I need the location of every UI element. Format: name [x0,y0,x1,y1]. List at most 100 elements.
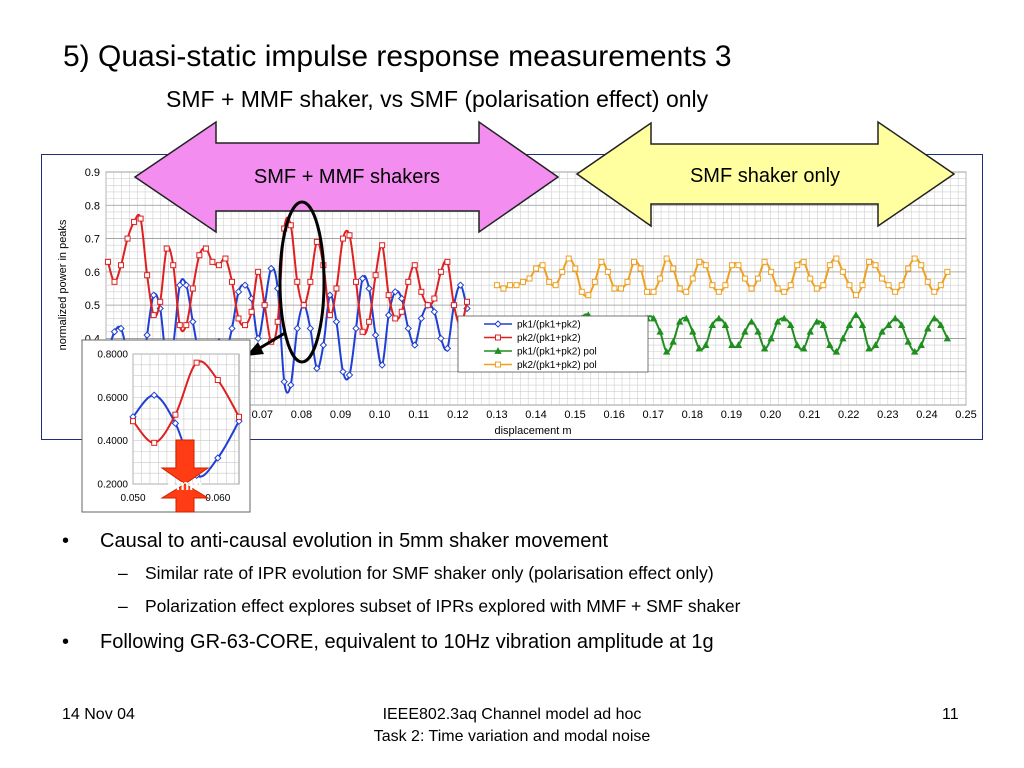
y-tick-label: 0.7 [85,234,100,246]
data-point [339,368,347,376]
data-point [676,317,684,325]
footer-center-line1: IEEE802.3aq Channel model ad hoc [382,706,642,723]
data-point [149,291,158,299]
five-mm-badge: 5mm [160,439,210,513]
data-point [585,292,592,299]
inset-data-point [130,418,136,425]
data-point [839,334,847,342]
data-point [937,321,945,329]
data-point [794,262,801,269]
data-point [456,281,465,289]
data-point [306,324,315,333]
data-point [650,288,657,295]
inset-data-point [236,413,242,420]
inset-y-tick-label: 0.4000 [97,436,128,447]
data-point [826,341,834,348]
data-point [662,347,671,355]
data-point [339,235,346,242]
bullet-dash: – [118,563,128,583]
data-point [378,361,386,369]
footer-date: 14 Nov 04 [62,706,135,723]
inset-data-point [150,391,158,399]
data-point [807,275,814,282]
data-point [709,282,716,289]
data-point [624,278,631,285]
data-point [773,317,782,325]
data-point [274,318,281,325]
data-point [267,264,275,273]
slide-title: 5) Quasi-static impulse response measure… [63,40,732,73]
data-point [280,377,288,386]
data-point [591,278,598,285]
legend-label: pk1/(pk1+pk2) [517,320,581,331]
data-point [728,262,735,269]
data-point [444,258,451,265]
data-point [760,344,769,352]
data-point [294,278,301,285]
data-point [931,288,938,295]
data-point [248,308,255,315]
bullet-dot: • [62,530,70,552]
bullet-dash: – [118,596,128,616]
bullet-1: • Causal to anti-causal evolution in 5mm … [62,530,609,552]
data-point [346,232,353,239]
series-4 [493,255,951,299]
data-point [937,282,944,289]
legend-box [457,315,649,373]
y-tick-label: 0.5 [85,300,100,312]
data-point [911,347,919,355]
data-point [405,278,412,285]
data-point [333,285,340,292]
data-point [800,344,808,352]
data-point [715,288,722,295]
data-point [104,258,111,265]
data-point [722,282,729,289]
data-point [326,312,333,319]
data-point [384,311,393,319]
data-point [526,275,533,282]
data-point [911,255,918,262]
data-point [300,302,307,309]
data-point [392,315,399,322]
x-tick-label: 0.10 [369,409,390,421]
data-point [813,285,820,292]
data-point [513,282,520,289]
data-point [885,282,892,289]
data-point [702,341,710,348]
data-point [683,288,690,295]
data-point [358,274,367,283]
x-tick-label: 0.15 [564,409,585,421]
data-point [189,318,197,326]
data-point [143,331,151,339]
data-point [741,275,748,282]
data-point [450,302,457,309]
data-point [846,282,853,289]
inset-y-tick-label: 0.6000 [97,393,128,404]
y-tick-label: 0.9 [85,167,100,179]
inset-data-point [171,419,180,428]
data-point [506,282,513,289]
data-point [520,278,527,285]
x-axis-label: displacement m [494,425,571,437]
data-point [918,262,925,269]
data-point [649,314,658,322]
data-point [748,285,755,292]
data-point [695,344,703,352]
data-point [852,292,859,299]
data-point [411,262,418,269]
data-point [293,324,301,333]
data-point [924,278,931,285]
data-point [222,255,229,262]
data-point [255,268,262,275]
data-point [379,242,386,249]
data-point [617,285,624,292]
data-point [326,291,334,299]
footer-center-line2: Task 2: Time variation and modal noise [373,728,651,745]
data-point [611,285,618,292]
data-point [372,272,379,279]
data-point [345,371,354,379]
highlight-ellipse [278,200,326,364]
y-axis-label: normalized power in peaks [57,219,69,350]
data-point [833,255,840,262]
bullet-2: – Similar rate of IPR evolution for SMF s… [118,563,714,583]
